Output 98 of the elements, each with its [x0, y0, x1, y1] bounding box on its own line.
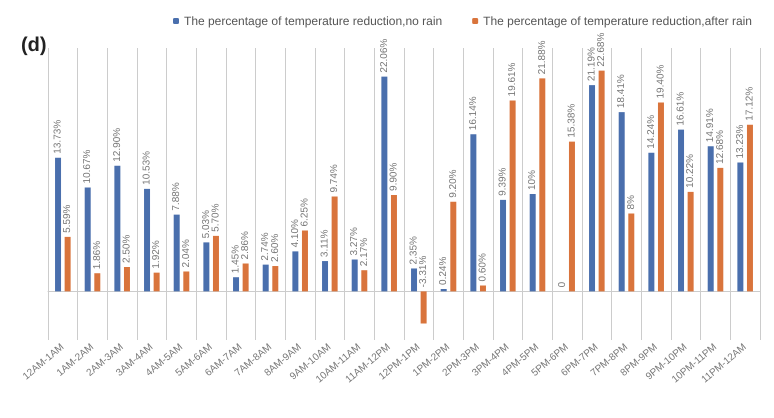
bar	[84, 187, 91, 292]
chart-title: (d)	[21, 34, 47, 56]
legend-label: The percentage of temperature reduction,after rain	[483, 14, 752, 28]
bar	[124, 267, 130, 292]
bar	[618, 112, 625, 292]
data-label: 12.90%	[112, 128, 123, 162]
data-label: 9.39%	[498, 167, 509, 196]
data-label: 17.12%	[744, 86, 756, 121]
bar	[510, 100, 516, 292]
data-label: 7.88%	[171, 182, 182, 211]
data-label: 13.23%	[734, 124, 746, 159]
bar	[361, 270, 368, 292]
bar	[480, 285, 486, 292]
data-label: 12.68%	[714, 130, 726, 164]
bar	[420, 291, 427, 324]
bar	[64, 236, 71, 292]
bar	[212, 236, 219, 292]
data-label: 14.91%	[705, 108, 716, 142]
bar	[589, 85, 596, 292]
bar	[688, 192, 694, 292]
data-label: 1.86%	[92, 240, 103, 270]
bar	[746, 124, 753, 292]
data-label: 1.45%	[230, 244, 242, 274]
bar	[203, 242, 210, 292]
bar	[390, 194, 397, 292]
bar	[144, 188, 150, 292]
bar	[94, 273, 100, 292]
bar	[717, 168, 724, 292]
data-label: 19.40%	[655, 64, 666, 99]
bar	[262, 264, 269, 292]
bar	[450, 202, 456, 292]
data-label: 2.74%	[260, 232, 272, 261]
data-label: 22.68%	[596, 32, 608, 67]
bar	[183, 271, 190, 292]
data-label: 10%	[527, 170, 538, 190]
bar	[539, 78, 546, 292]
data-label: 18.41%	[616, 74, 628, 108]
data-label: 2.04%	[180, 239, 192, 268]
data-label: 21.88%	[536, 40, 548, 74]
bar	[708, 146, 714, 292]
data-label: 5.59%	[62, 204, 74, 233]
data-label: 2.50%	[121, 234, 132, 263]
data-label: 10.67%	[82, 149, 94, 184]
bar	[628, 213, 634, 292]
data-label: 3.27%	[349, 227, 360, 256]
data-label: 13.73%	[52, 120, 64, 154]
bar	[114, 166, 120, 292]
data-label: 6.25%	[299, 198, 310, 226]
data-label: 21.19%	[586, 47, 598, 82]
data-label: 9.90%	[388, 162, 400, 191]
data-label: 5.70%	[210, 203, 222, 232]
data-label: 9.20%	[448, 169, 459, 198]
bar	[598, 70, 605, 292]
data-label: 2.60%	[270, 234, 281, 262]
data-label: 1.92%	[151, 240, 162, 269]
bar	[678, 130, 684, 292]
data-label: 10.22%	[685, 154, 696, 188]
data-label: 16.61%	[676, 92, 687, 126]
bar	[352, 260, 358, 292]
data-label: 10.53%	[142, 150, 153, 185]
bar	[55, 158, 62, 292]
data-label: 5.03%	[200, 210, 212, 238]
bar	[648, 152, 654, 292]
legend-label: The percentage of temperature reduction,no rain	[184, 14, 442, 28]
data-label: 0	[556, 281, 568, 288]
bar	[411, 268, 418, 292]
bar	[272, 266, 278, 292]
bar	[440, 288, 447, 292]
bar	[530, 194, 536, 292]
bar	[381, 76, 388, 292]
data-label: 0.60%	[477, 253, 488, 282]
bar	[322, 261, 328, 292]
bar	[292, 251, 298, 292]
bar	[302, 230, 308, 292]
data-label: 0.24%	[438, 256, 450, 285]
data-label: -3.31%	[418, 256, 430, 288]
bar	[174, 214, 180, 292]
bar	[332, 196, 338, 292]
data-label: 2.17%	[358, 238, 370, 266]
bar	[233, 277, 240, 292]
data-label: 22.06%	[378, 38, 390, 73]
data-label: 2.86%	[240, 231, 252, 260]
data-label: 4.10%	[290, 218, 301, 248]
bar	[470, 134, 476, 292]
data-label: 15.38%	[566, 104, 578, 138]
bar	[737, 162, 744, 292]
data-label: 9.74%	[329, 164, 340, 193]
bar	[242, 263, 249, 292]
bar	[658, 102, 664, 292]
data-label: 19.61%	[507, 62, 518, 96]
data-label: 16.14%	[468, 96, 479, 130]
data-label: 8%	[626, 194, 637, 210]
bar	[568, 142, 575, 292]
data-label: 14.24%	[646, 114, 657, 149]
data-label: 2.35%	[408, 236, 420, 264]
bar	[154, 272, 160, 292]
bar	[500, 200, 506, 292]
data-label: 3.11%	[320, 229, 331, 258]
